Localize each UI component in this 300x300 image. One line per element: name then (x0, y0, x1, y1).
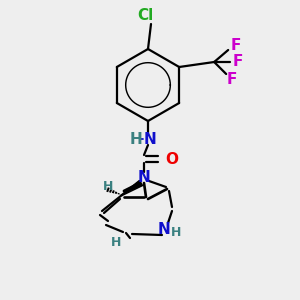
Polygon shape (122, 181, 142, 195)
Text: H: H (111, 236, 121, 250)
Text: O: O (166, 152, 178, 166)
Text: Cl: Cl (137, 8, 153, 23)
Text: H: H (103, 181, 113, 194)
Text: F: F (227, 73, 237, 88)
Text: N: N (138, 169, 150, 184)
Text: H: H (171, 226, 181, 239)
Text: N: N (158, 221, 170, 236)
Text: F: F (233, 55, 243, 70)
Text: N: N (144, 133, 156, 148)
Text: F: F (231, 38, 242, 53)
Text: H: H (130, 131, 142, 146)
